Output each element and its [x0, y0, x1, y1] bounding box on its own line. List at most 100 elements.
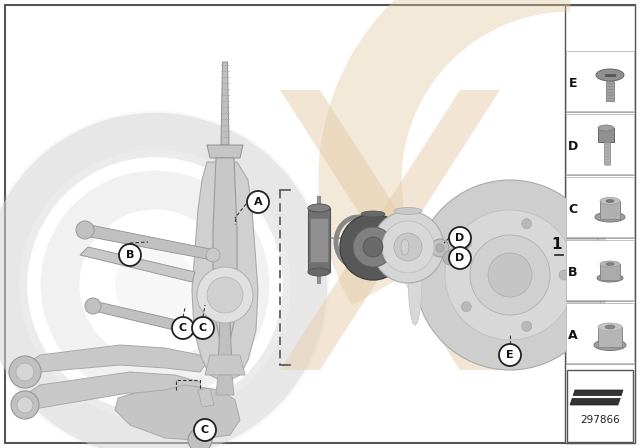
Text: B: B — [126, 250, 134, 260]
Circle shape — [522, 321, 532, 332]
Circle shape — [436, 244, 444, 252]
Polygon shape — [115, 385, 240, 440]
Bar — [566, 240, 634, 300]
Bar — [567, 370, 633, 442]
Ellipse shape — [594, 340, 626, 350]
Circle shape — [488, 253, 532, 297]
Circle shape — [470, 235, 550, 315]
Polygon shape — [570, 390, 623, 405]
Circle shape — [340, 214, 406, 280]
Ellipse shape — [361, 211, 385, 217]
Text: 1: 1 — [552, 237, 563, 252]
Circle shape — [445, 210, 575, 340]
Circle shape — [415, 180, 605, 370]
Bar — [566, 177, 634, 237]
Polygon shape — [25, 372, 202, 415]
Circle shape — [443, 251, 457, 265]
Circle shape — [172, 317, 194, 339]
Polygon shape — [310, 218, 328, 262]
Text: D: D — [568, 139, 578, 152]
Circle shape — [85, 298, 101, 314]
Circle shape — [522, 219, 532, 228]
Ellipse shape — [600, 198, 620, 204]
Circle shape — [17, 397, 33, 413]
Ellipse shape — [605, 325, 615, 329]
Circle shape — [382, 221, 434, 273]
Bar — [566, 51, 634, 111]
Circle shape — [16, 363, 34, 381]
Bar — [598, 327, 622, 347]
Circle shape — [115, 245, 195, 325]
Ellipse shape — [596, 69, 624, 81]
Bar — [606, 81, 614, 101]
Ellipse shape — [597, 274, 623, 282]
Text: D: D — [456, 233, 465, 243]
Text: A: A — [253, 197, 262, 207]
Circle shape — [461, 302, 471, 312]
Circle shape — [559, 270, 569, 280]
Circle shape — [431, 239, 449, 257]
Ellipse shape — [606, 263, 614, 266]
Text: C: C — [199, 323, 207, 333]
Circle shape — [76, 221, 94, 239]
Bar — [566, 303, 634, 363]
Circle shape — [372, 211, 444, 283]
Circle shape — [461, 238, 471, 248]
Ellipse shape — [598, 323, 622, 331]
Polygon shape — [565, 215, 605, 335]
Polygon shape — [80, 247, 195, 282]
Polygon shape — [405, 239, 426, 255]
Text: B: B — [568, 266, 578, 279]
Bar — [600, 264, 620, 280]
Circle shape — [11, 391, 39, 419]
Polygon shape — [213, 158, 237, 340]
Polygon shape — [218, 320, 232, 370]
Ellipse shape — [598, 125, 614, 131]
Ellipse shape — [401, 239, 409, 255]
Circle shape — [119, 244, 141, 266]
Polygon shape — [207, 145, 243, 158]
Circle shape — [197, 267, 253, 323]
Bar — [565, 5, 635, 443]
Polygon shape — [90, 302, 198, 335]
Ellipse shape — [394, 207, 422, 215]
Polygon shape — [192, 162, 258, 380]
Text: 297866: 297866 — [580, 415, 620, 425]
Circle shape — [188, 428, 212, 448]
Bar — [600, 201, 620, 219]
Polygon shape — [280, 90, 500, 370]
Polygon shape — [280, 90, 500, 370]
Bar — [598, 128, 614, 142]
Text: C: C — [568, 202, 577, 215]
Polygon shape — [198, 388, 214, 407]
Polygon shape — [308, 208, 330, 272]
Ellipse shape — [308, 204, 330, 212]
Ellipse shape — [606, 199, 614, 202]
Text: D: D — [456, 253, 465, 263]
Text: C: C — [201, 425, 209, 435]
Text: E: E — [569, 77, 577, 90]
Circle shape — [394, 233, 422, 261]
Polygon shape — [221, 62, 229, 145]
Ellipse shape — [408, 225, 422, 325]
Text: E: E — [506, 350, 514, 360]
Ellipse shape — [600, 261, 620, 267]
Circle shape — [194, 419, 216, 441]
Bar — [566, 114, 634, 174]
Ellipse shape — [308, 268, 330, 276]
Circle shape — [9, 356, 41, 388]
Polygon shape — [80, 225, 215, 260]
Circle shape — [192, 317, 214, 339]
Text: C: C — [179, 323, 187, 333]
Ellipse shape — [595, 212, 625, 222]
Circle shape — [247, 191, 269, 213]
Circle shape — [449, 227, 471, 249]
Text: A: A — [568, 328, 578, 341]
Polygon shape — [25, 345, 205, 380]
Circle shape — [449, 247, 471, 269]
Circle shape — [499, 344, 521, 366]
Polygon shape — [216, 375, 234, 395]
Bar — [604, 142, 610, 164]
Circle shape — [363, 237, 383, 257]
Circle shape — [206, 248, 220, 262]
